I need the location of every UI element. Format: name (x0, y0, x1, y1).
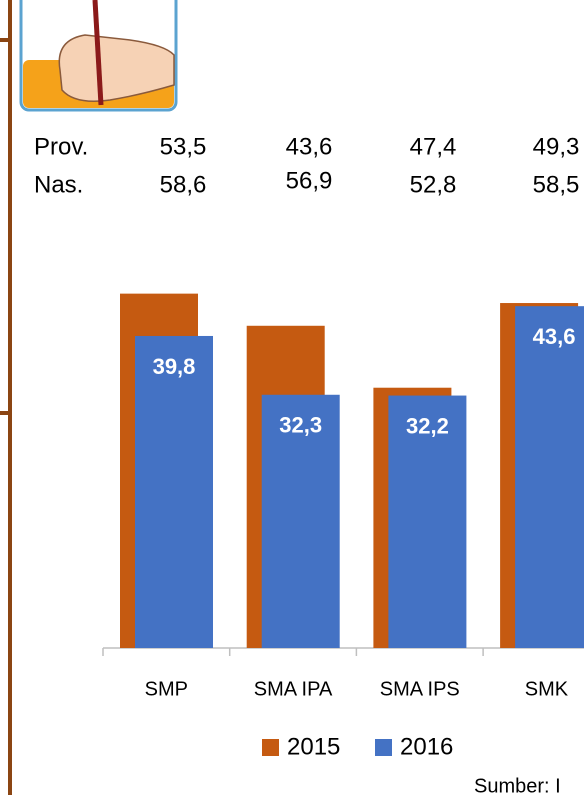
slide: Prov. 53,5 43,6 47,4 49,3 Nas. 58,6 56,9 52,8 58,… (0, 0, 584, 795)
data-label: 39,8 (153, 354, 196, 379)
chart: SMP SMA IPA SMA IPS SMK 39,8 32,3 32,2 43,6 2015… (103, 294, 584, 795)
cell: 43,6 (286, 133, 333, 160)
row-label: Prov. (34, 133, 88, 160)
cell: 58,6 (160, 171, 207, 198)
x-tick-label: SMA IPA (254, 678, 333, 700)
x-tick-label: SMA IPS (380, 678, 460, 700)
legend-label: 2015 (287, 733, 340, 760)
data-label: 43,6 (533, 324, 576, 349)
cell: 49,3 (533, 133, 580, 160)
legend-label: 2016 (400, 733, 453, 760)
source: Sumber: I (474, 775, 561, 795)
bar (515, 306, 584, 648)
x-tick-label: SMP (145, 678, 188, 700)
table: Prov. 53,5 43,6 47,4 49,3 Nas. 58,6 56,9 52,8 58,… (34, 133, 579, 198)
row-label: Nas. (34, 171, 83, 198)
cell: 58,5 (533, 171, 580, 198)
x-tick-label: SMK (525, 678, 569, 700)
bar (135, 336, 213, 648)
data-label: 32,3 (279, 413, 322, 438)
cell: 52,8 (410, 171, 457, 198)
data-label: 32,2 (406, 413, 449, 438)
cell: 47,4 (410, 133, 457, 160)
illustration (21, 0, 176, 110)
legend-swatch (375, 739, 392, 756)
cell: 53,5 (160, 133, 207, 160)
legend-swatch (262, 739, 279, 756)
cell: 56,9 (286, 167, 333, 194)
